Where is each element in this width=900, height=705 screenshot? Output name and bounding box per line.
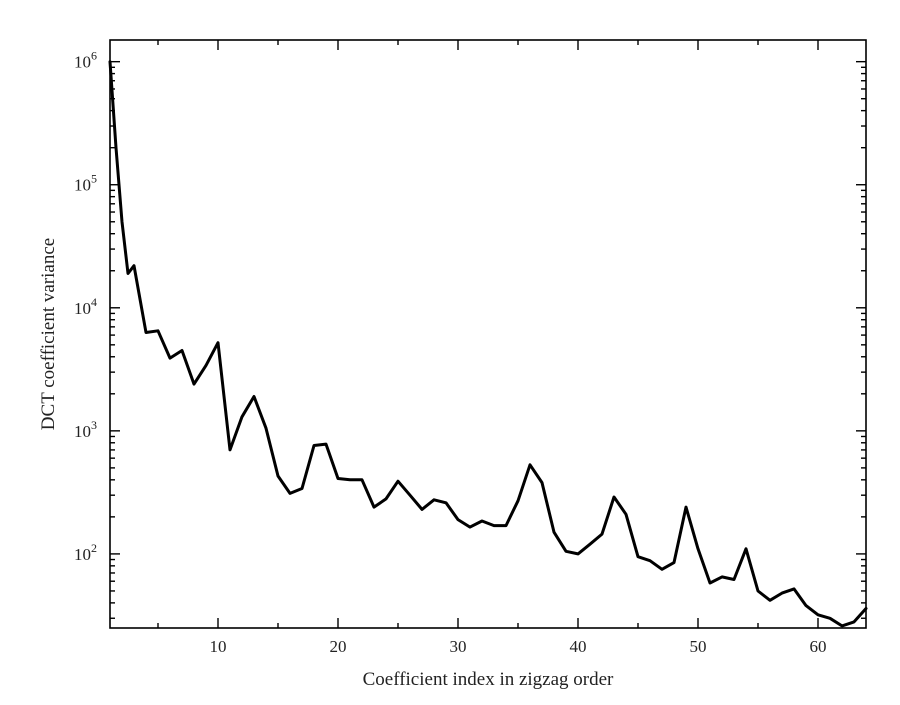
y-tick-label: 105 xyxy=(74,172,97,195)
y-tick-label: 104 xyxy=(74,295,97,318)
y-tick-label: 106 xyxy=(74,49,97,72)
y-tick-label: 102 xyxy=(74,541,97,564)
series-line xyxy=(108,60,868,628)
y-tick-label: 103 xyxy=(74,418,97,441)
x-tick-label: 30 xyxy=(450,637,467,656)
axis-ticks xyxy=(110,40,866,628)
x-tick-label: 40 xyxy=(570,637,587,656)
x-axis-title: Coefficient index in zigzag order xyxy=(363,669,614,690)
x-tick-label: 20 xyxy=(330,637,347,656)
tick-labels: 10 20 30 40 50 60 102 103 104 105 106 xyxy=(74,49,827,656)
x-tick-label: 60 xyxy=(810,637,827,656)
x-tick-label: 50 xyxy=(690,637,707,656)
plot-frame xyxy=(109,39,867,629)
y-axis-title: DCT coefficient variance xyxy=(38,238,59,430)
x-tick-label: 10 xyxy=(210,637,227,656)
